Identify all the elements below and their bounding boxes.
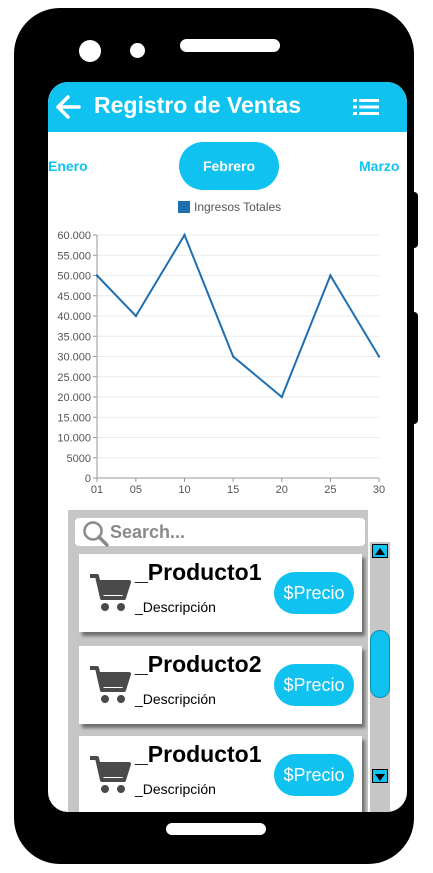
- x-tick-label: 10: [178, 484, 190, 496]
- y-tick-label: 60.000: [57, 230, 91, 242]
- month-prev-button[interactable]: Enero: [48, 158, 88, 174]
- product-card[interactable]: _Producto1 _Descripción $Precio: [79, 736, 362, 812]
- x-tick-label: 30: [373, 484, 385, 496]
- month-current-button[interactable]: Febrero: [179, 142, 279, 190]
- product-description: _Descripción: [135, 691, 216, 707]
- search-icon: [83, 521, 109, 547]
- app-header: Registro de Ventas: [48, 82, 407, 132]
- home-bar[interactable]: [166, 823, 266, 835]
- y-tick-label: 15.000: [57, 412, 91, 424]
- product-name: _Producto2: [135, 651, 262, 677]
- list-menu-icon[interactable]: [353, 97, 379, 117]
- product-card[interactable]: _Producto2 _Descripción $Precio: [79, 646, 362, 724]
- data-point: [231, 355, 235, 358]
- scroll-down-button[interactable]: [372, 769, 388, 783]
- y-tick-label: 50.000: [57, 271, 91, 283]
- shopping-cart-icon: [90, 666, 131, 703]
- data-point: [95, 274, 99, 277]
- price-button[interactable]: $Precio: [274, 754, 354, 796]
- y-tick-label: 20.000: [57, 392, 91, 404]
- data-point: [183, 233, 186, 237]
- volume-button: [413, 312, 418, 424]
- data-point: [280, 395, 283, 399]
- front-camera: [79, 40, 101, 62]
- y-tick-label: 35.000: [57, 331, 91, 343]
- triangle-up-icon: [375, 548, 385, 555]
- earpiece-speaker: [180, 39, 280, 52]
- x-tick-label: 01: [91, 484, 103, 496]
- y-tick-label: 55.000: [57, 250, 91, 262]
- y-tick-label: 30.000: [57, 352, 91, 364]
- scroll-up-button[interactable]: [372, 544, 388, 558]
- product-card[interactable]: _Producto1 _Descripción $Precio: [79, 554, 362, 632]
- price-button[interactable]: $Precio: [274, 664, 354, 706]
- shopping-cart-icon: [90, 574, 131, 611]
- search-placeholder: Search...: [110, 522, 186, 542]
- power-button: [413, 192, 418, 248]
- x-tick-label: 05: [130, 484, 142, 496]
- legend-label: Ingresos Totales: [194, 200, 282, 214]
- app-screen: Registro de Ventas Enero Febrero Marzo I…: [48, 82, 407, 812]
- x-tick-label: 20: [276, 484, 288, 496]
- data-point: [329, 274, 332, 277]
- search-input[interactable]: Search...: [75, 518, 365, 547]
- y-tick-label: 40.000: [57, 311, 91, 323]
- product-name: _Producto1: [135, 559, 262, 585]
- page-title: Registro de Ventas: [94, 92, 302, 118]
- month-next-button[interactable]: Marzo: [359, 158, 400, 174]
- x-tick-label: 15: [227, 484, 239, 496]
- data-point: [134, 314, 138, 318]
- y-tick-label: 5000: [67, 453, 91, 465]
- sales-line-chart: 0 5000 10.000 15.000 20.000 25.000 30.000 35.00…: [57, 230, 385, 496]
- product-description: _Descripción: [135, 781, 216, 797]
- product-list-panel: Search... _Producto1 _Descripción $Preci…: [68, 510, 368, 812]
- arrow-left-icon[interactable]: [55, 94, 81, 120]
- legend-swatch: [178, 201, 190, 213]
- y-tick-label: 0: [85, 473, 91, 485]
- y-tick-label: 25.000: [57, 372, 91, 384]
- chart-legend: Ingresos Totales: [178, 200, 281, 214]
- y-tick-label: 10.000: [57, 433, 91, 445]
- phone-frame: Registro de Ventas Enero Febrero Marzo I…: [14, 8, 414, 864]
- triangle-down-icon: [375, 774, 385, 781]
- price-button[interactable]: $Precio: [274, 572, 354, 614]
- front-sensor: [130, 43, 145, 58]
- shopping-cart-icon: [90, 756, 131, 793]
- product-name: _Producto1: [135, 741, 262, 767]
- product-description: _Descripción: [135, 599, 216, 615]
- x-tick-label: 25: [324, 484, 336, 496]
- y-tick-label: 45.000: [57, 291, 91, 303]
- data-point: [377, 355, 381, 358]
- list-scrollbar[interactable]: [370, 542, 390, 812]
- scroll-thumb[interactable]: [370, 630, 390, 698]
